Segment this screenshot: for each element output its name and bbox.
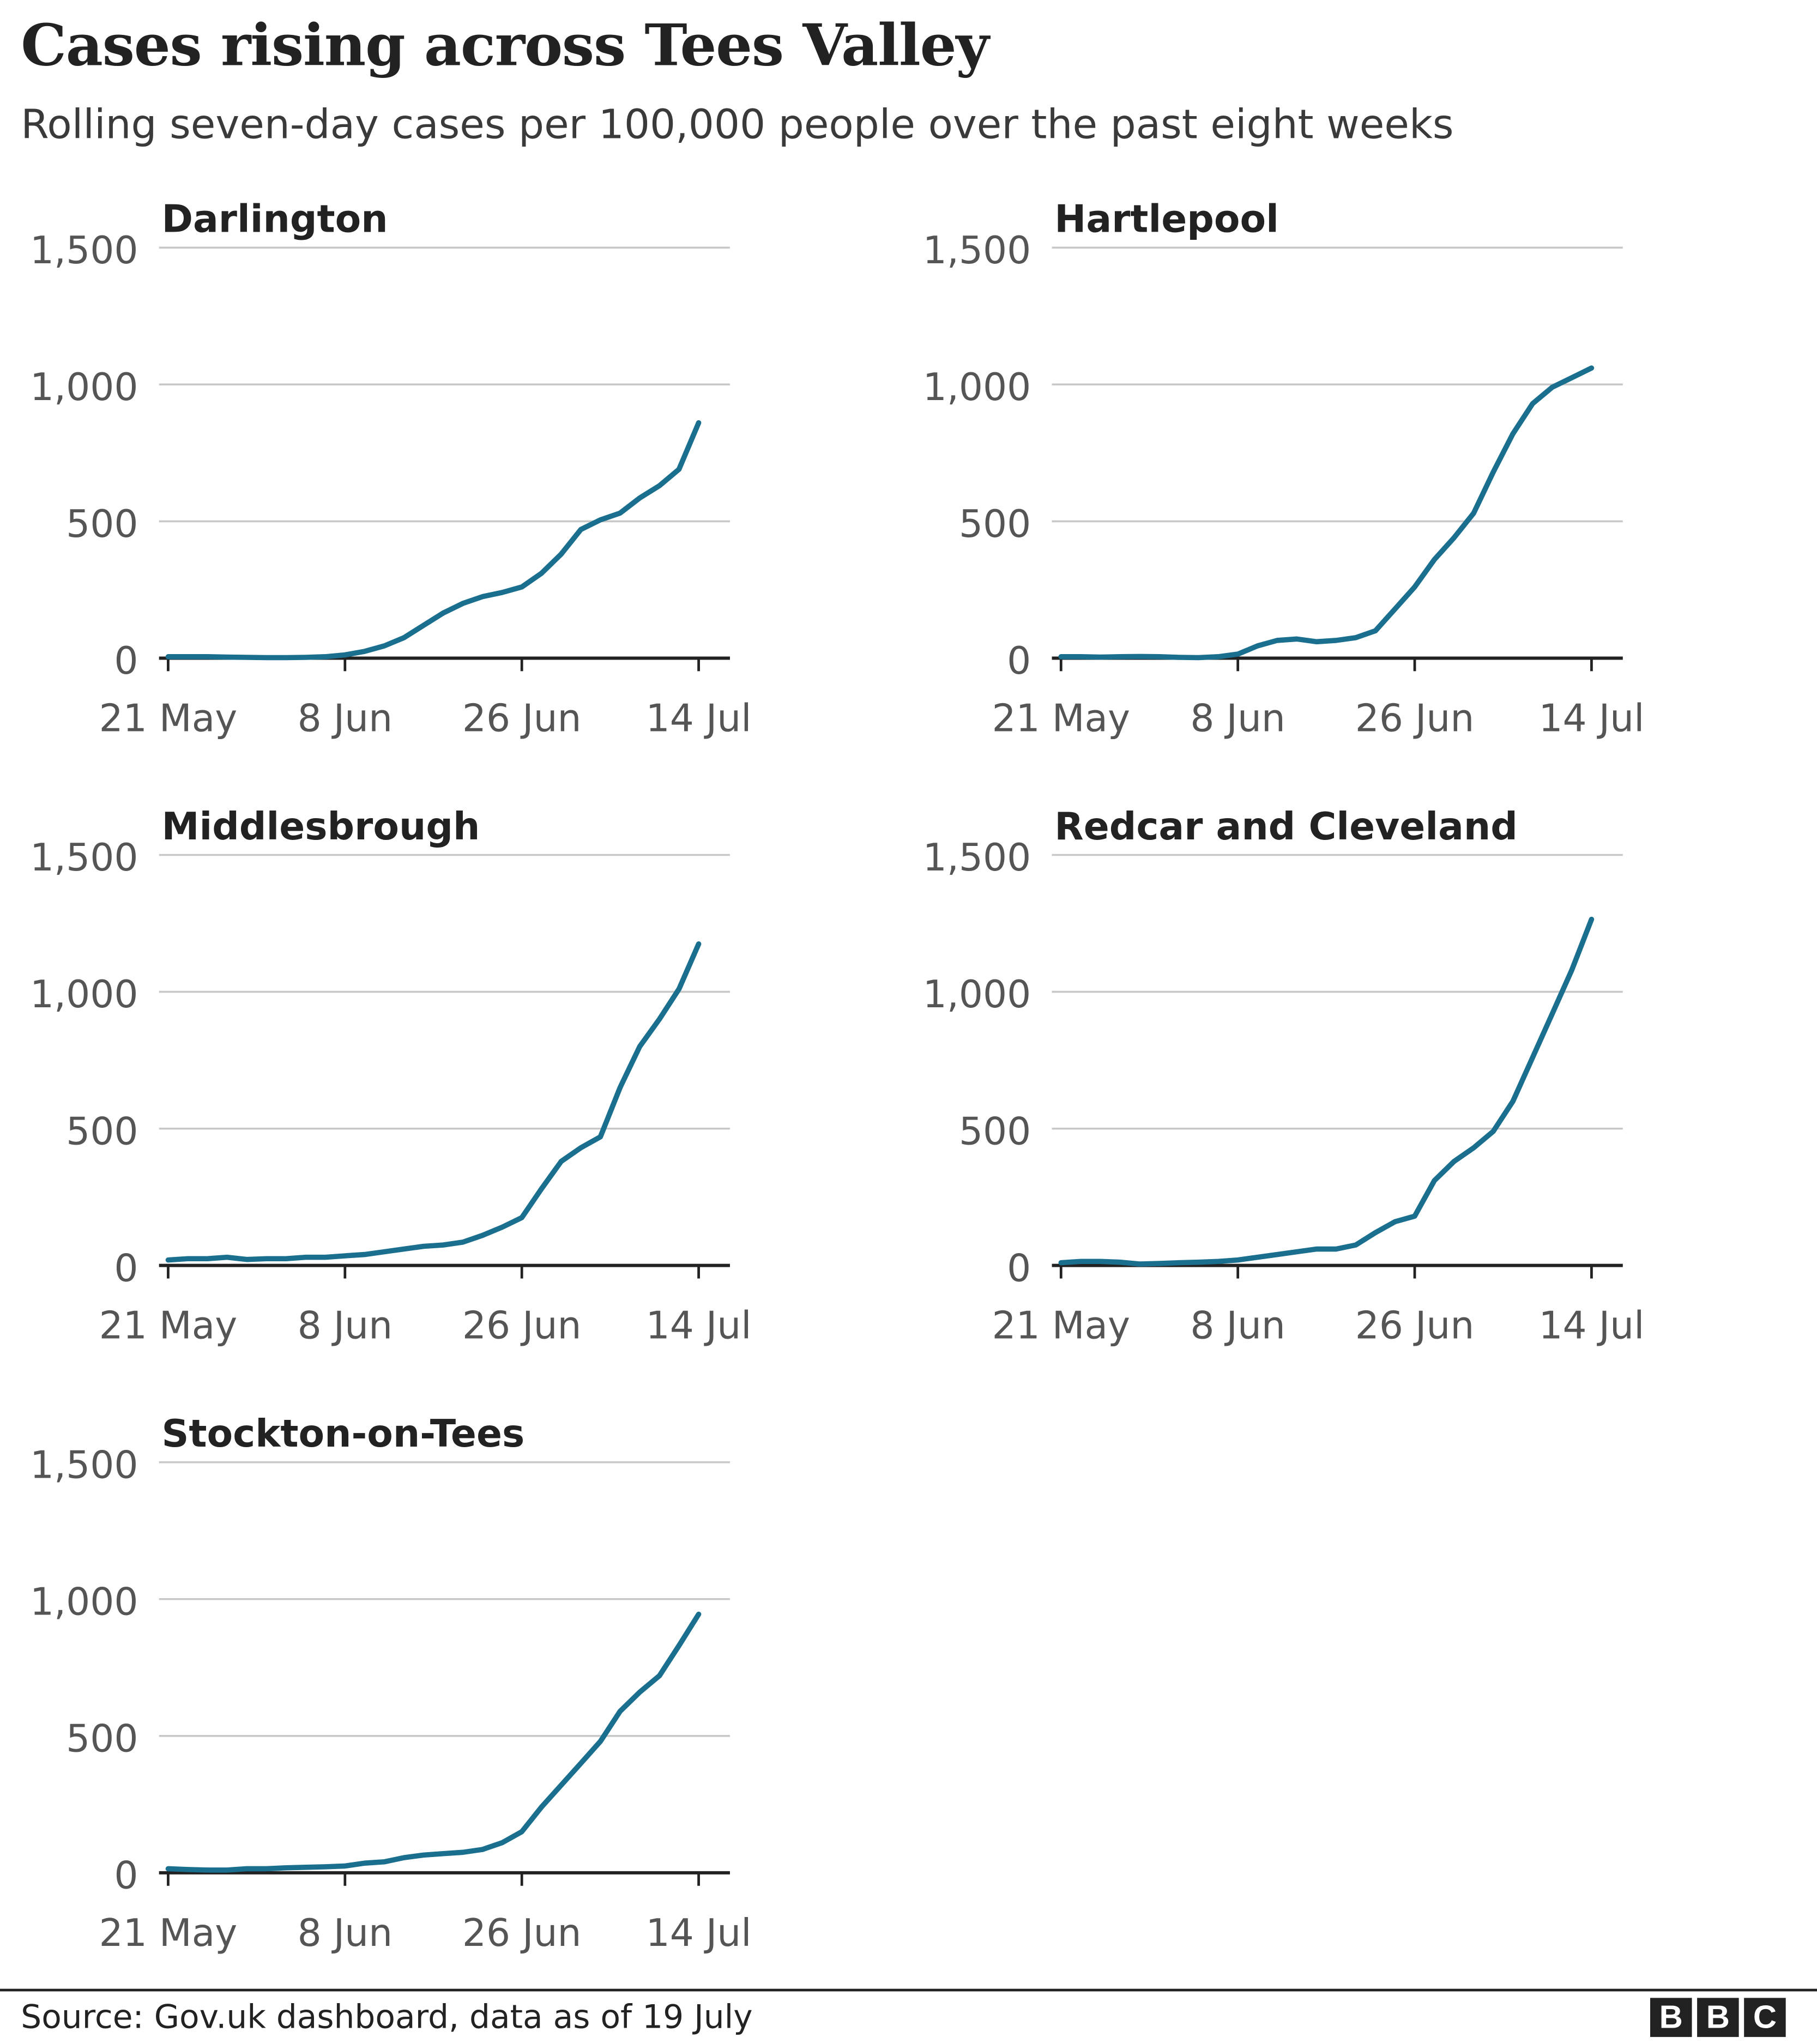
y-tick-label: 500: [959, 1110, 1031, 1153]
x-tick-label: 21 May: [99, 1912, 238, 1955]
panel-title: Middlesbrough: [161, 805, 480, 849]
series-line: [165, 420, 702, 661]
y-tick-label: 1,000: [30, 1580, 138, 1624]
series-line: [1058, 365, 1595, 661]
bbc-logo-letter: B: [1650, 1998, 1692, 2037]
x-tick-label: 21 May: [99, 1304, 238, 1348]
panel-stockton-on-tees: Stockton-on-Tees 0 500 1,000 1,500 21 May 8 Ju…: [30, 1412, 752, 1955]
x-tick-label: 8 Jun: [298, 1304, 393, 1348]
x-tick-label: 26 Jun: [1355, 697, 1475, 740]
y-tick-label: 1,500: [30, 229, 138, 273]
x-tick-label: 21 May: [992, 697, 1130, 740]
y-tick-label: 0: [1007, 639, 1031, 683]
y-tick-label: 500: [66, 1110, 138, 1153]
bbc-logo-letter: B: [1697, 1998, 1739, 2037]
panel-darlington: Darlington 0 500 1,000 1,500 21 May 8 Jun 26 Ju…: [30, 198, 752, 741]
y-tick-label: 0: [114, 1854, 138, 1898]
x-tick-label: 26 Jun: [462, 1912, 582, 1955]
x-tick-label: 26 Jun: [462, 1304, 582, 1348]
panel-title: Darlington: [161, 198, 388, 241]
bbc-logo: B B C: [1650, 1998, 1786, 2037]
y-tick-label: 1,000: [30, 973, 138, 1017]
x-tick-label: 26 Jun: [1355, 1304, 1475, 1348]
x-tick-label: 14 Jul: [646, 1912, 752, 1955]
x-tick-label: 8 Jun: [298, 697, 393, 740]
y-tick-label: 500: [959, 503, 1031, 546]
y-tick-label: 0: [114, 639, 138, 683]
series-line: [1058, 916, 1595, 1267]
y-tick-label: 1,500: [923, 229, 1031, 273]
x-tick-label: 14 Jul: [1538, 697, 1644, 740]
x-tick-label: 14 Jul: [646, 697, 752, 740]
panel-middlesbrough: Middlesbrough 0 500 1,000 1,500 21 May 8 Jun 26…: [30, 805, 752, 1348]
panel-title: Hartlepool: [1054, 198, 1279, 241]
footer-divider: [0, 1988, 1817, 1992]
y-tick-label: 500: [66, 503, 138, 546]
y-tick-label: 0: [1007, 1247, 1031, 1290]
x-tick-label: 8 Jun: [298, 1912, 393, 1955]
series-line: [165, 941, 702, 1263]
x-tick-label: 21 May: [99, 697, 238, 740]
x-tick-label: 8 Jun: [1190, 1304, 1285, 1348]
y-tick-label: 1,500: [30, 1443, 138, 1487]
y-tick-label: 1,000: [923, 973, 1031, 1017]
bbc-logo-letter: C: [1744, 1998, 1786, 2037]
source-note: Source: Gov.uk dashboard, data as of 19 …: [21, 1998, 753, 2036]
series-line: [165, 1611, 702, 1873]
y-tick-label: 0: [114, 1247, 138, 1290]
y-tick-label: 1,000: [30, 366, 138, 409]
y-tick-label: 1,000: [923, 366, 1031, 409]
panel-redcar-and-cleveland: Redcar and Cleveland 0 500 1,000 1,500 21 May…: [923, 805, 1645, 1348]
panel-hartlepool: Hartlepool 0 500 1,000 1,500 21 May 8 Jun 26 Ju…: [923, 198, 1645, 741]
x-tick-label: 8 Jun: [1190, 697, 1285, 740]
y-tick-label: 500: [66, 1718, 138, 1761]
x-tick-label: 14 Jul: [1538, 1304, 1644, 1348]
chart-title: Cases rising across Tees Valley: [21, 13, 989, 80]
x-tick-label: 21 May: [992, 1304, 1130, 1348]
y-tick-label: 1,500: [923, 836, 1031, 880]
x-tick-label: 26 Jun: [462, 697, 582, 740]
panel-title: Redcar and Cleveland: [1054, 805, 1518, 849]
y-tick-label: 1,500: [30, 836, 138, 880]
chart-subtitle: Rolling seven-day cases per 100,000 peop…: [21, 101, 1454, 149]
x-tick-label: 14 Jul: [646, 1304, 752, 1348]
panel-title: Stockton-on-Tees: [161, 1412, 524, 1456]
